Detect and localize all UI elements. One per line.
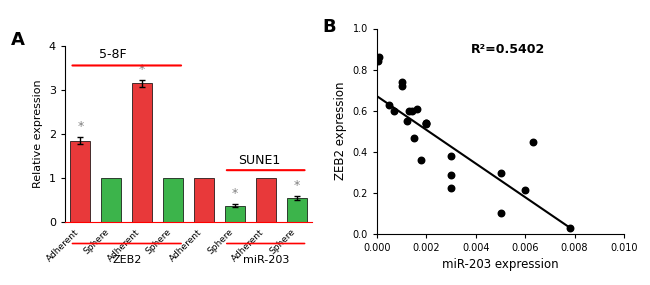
Text: R²=0.5402: R²=0.5402 — [471, 43, 545, 56]
Point — [396, 80, 407, 84]
Text: *: * — [231, 187, 238, 200]
Bar — [101, 178, 122, 222]
Point — [421, 121, 432, 125]
Point — [406, 108, 417, 113]
Text: SUNE1: SUNE1 — [238, 154, 280, 167]
Text: B: B — [322, 18, 336, 36]
Bar — [225, 205, 245, 222]
Point — [404, 108, 414, 113]
Text: ZEB2: ZEB2 — [112, 255, 142, 265]
Point — [374, 55, 385, 60]
Point — [373, 59, 384, 64]
Point — [421, 121, 432, 125]
Point — [495, 211, 506, 215]
Bar — [70, 141, 90, 222]
Text: A: A — [10, 31, 25, 50]
Bar — [255, 178, 276, 222]
Text: miR-203: miR-203 — [242, 255, 289, 265]
Point — [527, 140, 538, 145]
Point — [409, 136, 419, 141]
Text: *: * — [77, 120, 84, 133]
Point — [396, 84, 407, 88]
Point — [495, 171, 506, 176]
Point — [446, 153, 456, 158]
Point — [520, 187, 530, 192]
Point — [416, 158, 426, 162]
Bar — [194, 178, 214, 222]
Y-axis label: Relative expression: Relative expression — [33, 80, 44, 188]
Point — [411, 106, 422, 111]
Text: *: * — [139, 63, 146, 76]
Y-axis label: ZEB2 expression: ZEB2 expression — [334, 82, 347, 180]
Point — [446, 185, 456, 190]
Text: 5-8F: 5-8F — [99, 48, 127, 61]
Point — [446, 173, 456, 178]
Point — [421, 122, 432, 126]
X-axis label: miR-203 expression: miR-203 expression — [442, 258, 559, 271]
Text: *: * — [293, 179, 300, 192]
Bar — [163, 178, 183, 222]
Point — [384, 103, 395, 108]
Bar — [287, 198, 307, 222]
Bar — [132, 83, 152, 222]
Point — [564, 225, 575, 230]
Point — [402, 119, 412, 123]
Point — [389, 108, 400, 113]
